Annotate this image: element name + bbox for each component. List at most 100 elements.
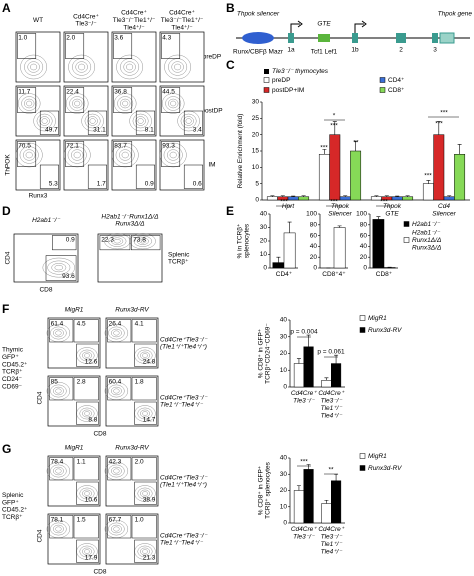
bar [331,363,342,388]
column-header: Cd4Cre⁺ Tle3⁻/⁻ [73,13,99,27]
contour [47,260,71,275]
gate [49,515,74,539]
contour [79,349,95,362]
gate [134,401,157,425]
x-axis-label: CD8 [39,287,52,294]
contour [113,388,120,394]
gate-value: 93.6 [62,273,75,280]
gate [131,235,161,251]
contour [63,142,91,168]
error-bar [296,485,301,491]
contour [139,239,147,244]
y-tick-label: 20 [252,131,260,138]
gate-value: 42.3 [109,459,122,466]
y-axis-label: CD4 [5,251,12,264]
y-tick-label: 25 [252,115,260,122]
gate-value: 4.5 [77,321,86,328]
y-tick-label: 40 [310,243,318,250]
bar [283,232,296,269]
panel-label: A [2,1,11,15]
y-tick-label: 60 [360,232,368,239]
bar [339,196,351,201]
y-tick-label: 60 [310,232,318,239]
gate [76,343,99,367]
gate-value: 8.8 [88,417,97,424]
bar [293,363,304,388]
bar [287,196,299,201]
gate [134,343,157,367]
gate [161,141,181,167]
category-label: CD8⁺ [376,271,393,278]
error-bar [322,149,327,155]
error-bar [426,180,431,184]
gate-value: 38.9 [143,497,156,504]
row-label: Cd4Cre⁺Tle3⁻/⁻ Tle1⁺/⁻Tle4⁺/⁻ [160,532,208,546]
error-bar [276,256,281,263]
gate [73,319,99,343]
y-tick-label: 30 [280,471,288,478]
y-tick-label: 20 [280,350,288,357]
gate [107,457,132,481]
gate-value: 60.4 [109,379,122,386]
gate [76,401,99,425]
flow-plot [159,31,205,83]
gate-value: 1.0 [18,35,27,42]
gate [113,87,133,113]
contour [84,411,90,416]
gate [161,33,181,59]
contour [142,549,148,554]
exon-label: 3 [433,47,437,54]
column-header: WT [33,17,43,24]
bar [303,346,314,388]
contour [54,265,63,271]
contour [55,526,62,532]
contour [27,61,40,73]
gate [65,33,85,59]
contour [30,63,38,71]
legend-swatch [359,327,366,333]
contour [140,547,150,556]
gate [17,87,37,113]
legend-swatch [379,77,386,83]
contour [55,388,62,394]
error-bar [324,377,329,381]
contour [136,237,149,245]
contour [137,487,153,500]
gate [76,481,99,505]
legend-label: H2ab1⁻/⁻ [412,221,440,228]
column-header: Cd4Cre⁺ Tle3⁻/⁻Tle1⁺/⁻ Tle4⁺/⁻ [161,9,204,31]
contour [69,96,86,111]
contour [21,96,38,111]
contour [67,146,87,164]
gate [183,164,203,189]
contour [185,118,192,124]
error-bar [332,121,337,135]
annotation: *** [424,173,432,180]
annotation: *** [330,123,338,130]
exon-label: 2 [399,47,403,54]
gate [73,377,99,401]
gate [73,457,99,481]
bar [298,196,310,201]
gate-value: 24.8 [143,359,156,366]
contour [119,149,132,161]
gate-value: 21.3 [143,555,156,562]
panel-label: D [2,204,11,218]
x-axis-label: CD8 [93,569,106,576]
legend-label: MigR1 [368,453,387,460]
row-label: IM [208,162,215,169]
contour [111,524,122,534]
y-axis-label: ThPOK [5,154,12,176]
gte-factors: Tcf1 Lef1 [311,49,338,56]
category-label: CD4⁺ [276,271,293,278]
gate [131,457,157,481]
y-tick-label: 10 [252,164,260,171]
contour [137,349,153,362]
contour [41,118,48,124]
contour [84,353,90,358]
contour [164,54,192,80]
bar [454,154,466,201]
y-tick-label: 0 [283,520,287,527]
gate-value: 61.4 [51,321,64,328]
